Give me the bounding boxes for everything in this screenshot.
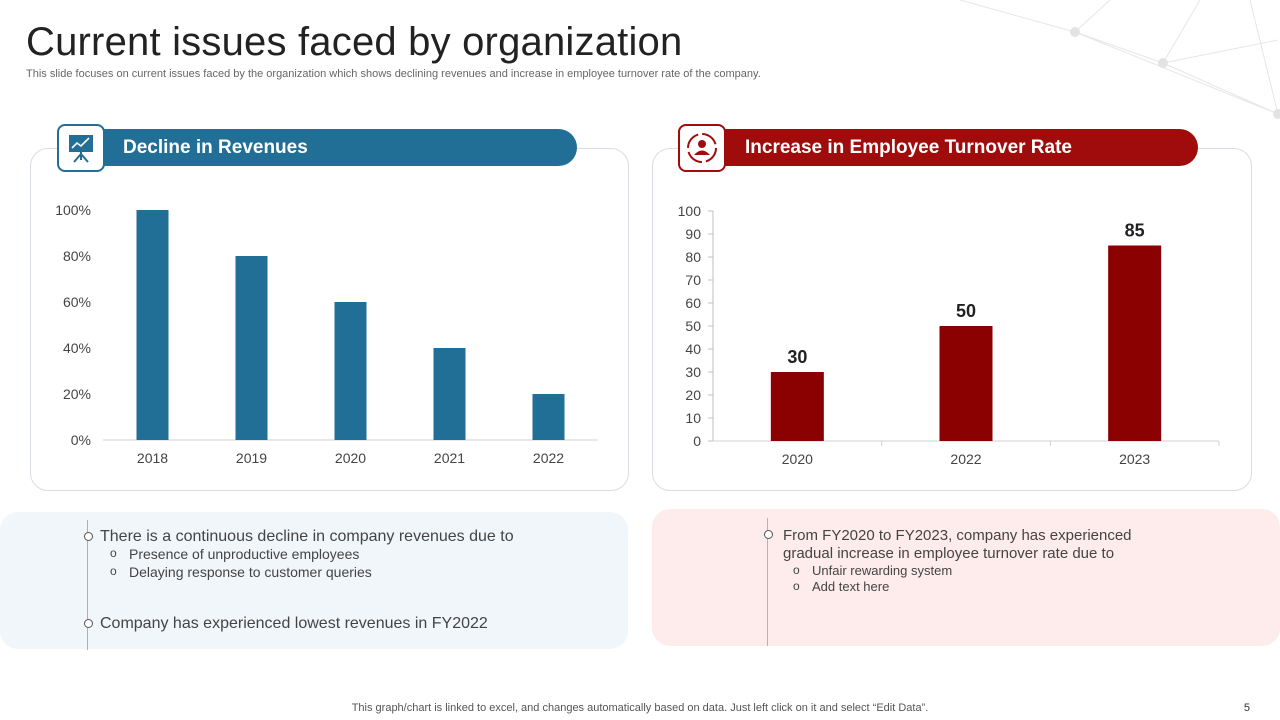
revenue-card: [30, 148, 629, 491]
revenue-bar: [136, 210, 169, 440]
revenue-y-tick-label: 60%: [63, 294, 91, 310]
turnover-y-tick-label: 10: [685, 410, 701, 426]
person-cycle-icon: [678, 124, 726, 172]
footer-note: This graph/chart is linked to excel, and…: [351, 702, 929, 714]
turnover-bar: [770, 372, 824, 441]
turnover-x-tick-label: 2020: [782, 451, 813, 467]
revenue-x-tick-label: 2021: [434, 450, 465, 466]
turnover-note-1-line-2: gradual increase in employee turnover ra…: [783, 545, 1115, 562]
turnover-bar: [1108, 245, 1162, 441]
page-title: Current issues faced by organization: [26, 20, 683, 64]
turnover-data-label: 85: [1125, 221, 1145, 241]
turnover-y-tick-label: 20: [685, 387, 701, 403]
revenue-bar: [334, 302, 367, 440]
revenue-x-tick-label: 2019: [236, 450, 267, 466]
revenue-y-tick-label: 20%: [63, 386, 91, 402]
turnover-note-1-line-1: From FY2020 to FY2023, company has exper…: [783, 527, 1132, 544]
revenue-x-tick-label: 2018: [137, 450, 168, 466]
presentation-board-icon: [57, 124, 105, 172]
revenue-notes-timeline: [87, 520, 88, 650]
turnover-card-title: Increase in Employee Turnover Rate: [745, 137, 1072, 158]
turnover-card-header: Increase in Employee Turnover Rate: [682, 129, 1198, 166]
bullet-marker: [84, 619, 93, 628]
turnover-data-label: 30: [787, 347, 807, 367]
turnover-y-tick-label: 40: [685, 341, 701, 357]
page-number: 5: [1243, 702, 1250, 714]
revenue-y-tick-label: 100%: [55, 202, 91, 218]
turnover-y-tick-label: 60: [685, 295, 701, 311]
revenue-bar-chart: 0% 20% 40% 60% 80% 100% 2018 2019 2020 2021 2022: [55, 202, 598, 466]
turnover-bar: [939, 326, 993, 441]
bullet-marker: [764, 530, 773, 539]
decorative-network-lines: [960, 0, 1280, 119]
turnover-x-tick-label: 2023: [1119, 451, 1150, 467]
turnover-y-tick-label: 70: [685, 272, 701, 288]
revenue-bar: [235, 256, 268, 440]
revenue-bar: [433, 348, 466, 440]
turnover-y-tick-label: 90: [685, 226, 701, 242]
turnover-subnote-1: Unfair rewarding system: [793, 563, 952, 578]
turnover-y-tick-label: 0: [693, 433, 701, 449]
turnover-y-tick-label: 30: [685, 364, 701, 380]
revenue-card-header: Decline in Revenues: [60, 129, 577, 166]
turnover-subnote-2: Add text here: [793, 579, 889, 594]
revenue-subnote-1: Presence of unproductive employees: [110, 546, 359, 562]
revenue-notes-panel: [0, 512, 628, 649]
revenue-y-tick-label: 0%: [71, 432, 91, 448]
turnover-data-label: 50: [956, 301, 976, 321]
revenue-card-title: Decline in Revenues: [123, 137, 308, 158]
turnover-y-tick-label: 100: [678, 203, 702, 219]
page-subtitle: This slide focuses on current issues fac…: [26, 68, 761, 80]
revenue-y-tick-label: 40%: [63, 340, 91, 356]
bullet-marker: [84, 532, 93, 541]
turnover-notes-timeline: [767, 518, 768, 646]
turnover-y-tick-label: 80: [685, 249, 701, 265]
revenue-bar: [532, 394, 565, 440]
turnover-y-tick-label: 50: [685, 318, 701, 334]
turnover-x-tick-label: 2022: [950, 451, 981, 467]
turnover-notes-panel: [652, 509, 1280, 646]
revenue-subnote-2: Delaying response to customer queries: [110, 564, 372, 580]
turnover-bar-chart: 0 10 20 30 40 50 60 70 80 90 100 2020 30 2022 50 2023 85: [678, 203, 1220, 467]
revenue-x-tick-label: 2020: [335, 450, 366, 466]
revenue-note-2: Company has experienced lowest revenues …: [100, 615, 488, 632]
revenue-x-tick-label: 2022: [533, 450, 564, 466]
revenue-y-tick-label: 80%: [63, 248, 91, 264]
revenue-note-1: There is a continuous decline in company…: [100, 528, 514, 545]
